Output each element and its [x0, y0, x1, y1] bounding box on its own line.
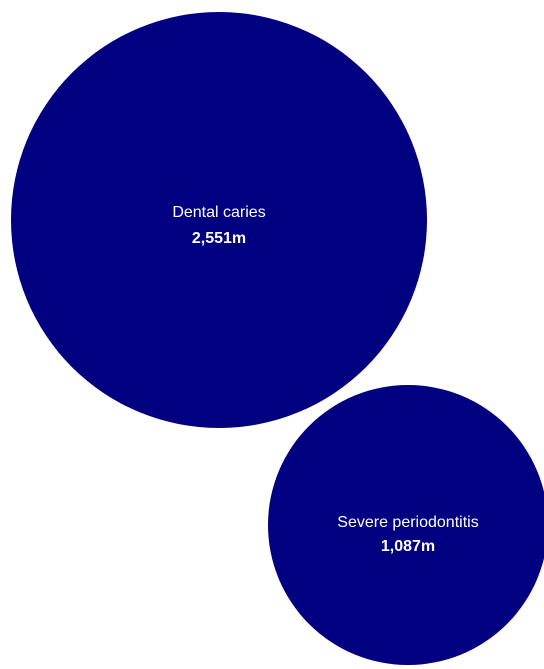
bubble-circle-dental-caries [11, 12, 427, 428]
bubble-value-dental-caries: 2,551m [192, 230, 246, 247]
bubble-dental-caries: Dental caries 2,551m [11, 12, 427, 428]
bubble-circle-severe-periodontitis [268, 385, 544, 665]
bubble-severe-periodontitis: Severe periodontitis 1,087m [268, 385, 544, 665]
bubble-label-severe-periodontitis: Severe periodontitis [337, 514, 478, 531]
bubble-label-dental-caries: Dental caries [172, 204, 265, 221]
bubble-value-severe-periodontitis: 1,087m [381, 538, 435, 555]
